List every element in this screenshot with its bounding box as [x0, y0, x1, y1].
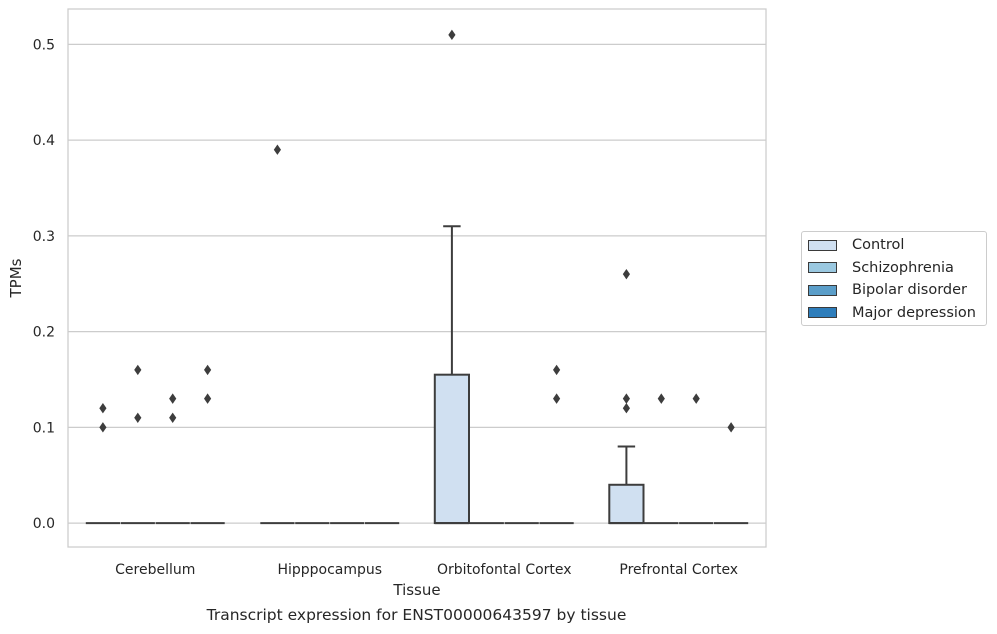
box-control: [260, 144, 295, 525]
box-control: [608, 268, 645, 525]
legend-swatch: [808, 307, 837, 318]
y-tick-label: 0.0: [33, 516, 55, 532]
legend-label: Major depression: [852, 304, 976, 321]
legend-label: Control: [852, 237, 905, 253]
box-major-depression: [539, 364, 574, 525]
legend-label: Bipolar disorder: [852, 282, 967, 298]
outlier-point: [204, 364, 212, 376]
legend-label: Schizophrenia: [852, 259, 954, 276]
legend: Control Schizophrenia Bipolar disorder Majo…: [801, 231, 987, 326]
outlier-point: [273, 144, 281, 155]
x-axis-label: Tissue: [392, 581, 440, 599]
x-tick-label: Prefrontal Cortex: [619, 562, 738, 578]
y-tick-labels: 0.0 0.1 0.2 0.3 0.4 0.5: [33, 37, 55, 532]
x-tick-label: Hipppocampus: [277, 562, 382, 578]
box-major-depression: [190, 364, 225, 525]
outlier-point: [134, 364, 142, 376]
grid-lines: [68, 43, 766, 524]
outlier-point: [169, 393, 177, 404]
outlier-point: [99, 422, 107, 433]
x-tick-label: Orbitofontal Cortex: [437, 562, 572, 578]
outlier-point: [448, 29, 456, 41]
box-schizophrenia: [120, 364, 155, 525]
y-tick-label: 0.3: [33, 229, 55, 245]
legend-swatch: [808, 239, 837, 251]
legend-swatch: [808, 284, 837, 296]
plot-area: [85, 29, 749, 525]
x-tick-labels: Cerebellum Hipppocampus Orbitofontal Corte…: [115, 562, 738, 578]
box-bipolar-disorder: [155, 393, 190, 525]
box-iqr: [433, 373, 471, 525]
chart-caption: Transcript expression for ENST0000064359…: [206, 606, 627, 624]
plot-frame: [67, 8, 767, 548]
legend-swatch: [808, 262, 837, 273]
outlier-point: [99, 402, 107, 414]
outlier-point: [622, 393, 630, 404]
box-control: [85, 402, 121, 525]
box-control: [433, 29, 471, 525]
legend-item: Bipolar disorder: [808, 280, 967, 300]
outlier-point: [622, 268, 630, 280]
legend-item: Major depression: [808, 303, 976, 323]
box-bipolar-disorder: [679, 393, 714, 525]
outlier-point: [204, 393, 212, 404]
y-tick-label: 0.1: [33, 420, 55, 436]
y-axis-label: TPMs: [7, 258, 25, 298]
outlier-point: [657, 393, 665, 404]
box-major-depression: [713, 422, 749, 525]
outlier-point: [692, 393, 700, 404]
outlier-point: [169, 412, 177, 423]
y-tick-label: 0.4: [33, 133, 55, 149]
box-schizophrenia: [644, 393, 679, 525]
legend-item: Schizophrenia: [808, 258, 954, 278]
y-tick-label: 0.2: [33, 325, 55, 341]
outlier-point: [134, 412, 142, 423]
legend-item: Control: [808, 235, 904, 255]
box-iqr: [608, 483, 645, 525]
outlier-point: [622, 402, 630, 414]
x-tick-label: Cerebellum: [115, 562, 195, 578]
outlier-point: [727, 422, 735, 433]
outlier-point: [553, 364, 561, 376]
outlier-point: [553, 393, 561, 404]
y-tick-label: 0.5: [33, 37, 55, 53]
